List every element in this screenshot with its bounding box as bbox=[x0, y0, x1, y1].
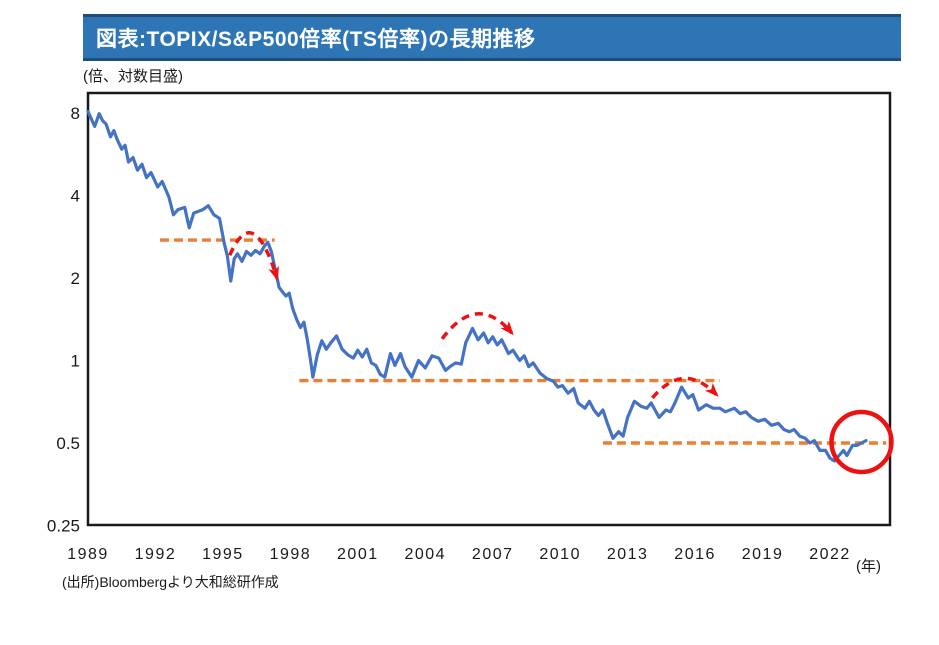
x-axis-tick-label: 1998 bbox=[270, 546, 312, 563]
x-axis-tick-label: 1989 bbox=[67, 546, 109, 563]
y-axis-tick-label: 4 bbox=[71, 187, 80, 206]
y-axis-unit-label: (倍、対数目盛) bbox=[83, 68, 183, 85]
y-axis-tick-label: 8 bbox=[71, 104, 80, 123]
plot-frame bbox=[86, 91, 892, 527]
decline-arrow-1 bbox=[228, 231, 279, 281]
x-axis-tick-label: 1992 bbox=[135, 546, 177, 563]
y-axis-tick-label: 1 bbox=[71, 352, 80, 371]
chart-title: 図表:TOPIX/S&P500倍率(TS倍率)の長期推移 bbox=[96, 27, 536, 51]
x-axis-tick-label: 2010 bbox=[539, 546, 581, 563]
ts-ratio-line bbox=[86, 109, 868, 463]
title-bar: 図表:TOPIX/S&P500倍率(TS倍率)の長期推移 bbox=[83, 14, 901, 61]
source-note: (出所)Bloombergより大和総研作成 bbox=[62, 574, 279, 590]
x-axis-tick-label: 1995 bbox=[202, 546, 244, 563]
decline-arrow-2 bbox=[440, 312, 514, 340]
x-axis-tick-label: 2007 bbox=[472, 546, 514, 563]
x-axis-tick-label: 2004 bbox=[404, 546, 446, 563]
y-axis-tick-label: 0.5 bbox=[56, 434, 80, 453]
x-axis-tick-label: 2013 bbox=[607, 546, 649, 563]
y-axis-tick-label: 0.25 bbox=[47, 517, 80, 536]
x-axis-tick-label: 2001 bbox=[337, 546, 379, 563]
x-axis-unit-label: (年) bbox=[856, 558, 881, 575]
highlight-circle bbox=[829, 409, 894, 475]
x-axis-tick-label: 2019 bbox=[742, 546, 784, 563]
x-axis-tick-label: 2022 bbox=[809, 546, 851, 563]
y-axis-tick-label: 2 bbox=[71, 269, 80, 288]
x-axis-tick-label: 2016 bbox=[674, 546, 716, 563]
